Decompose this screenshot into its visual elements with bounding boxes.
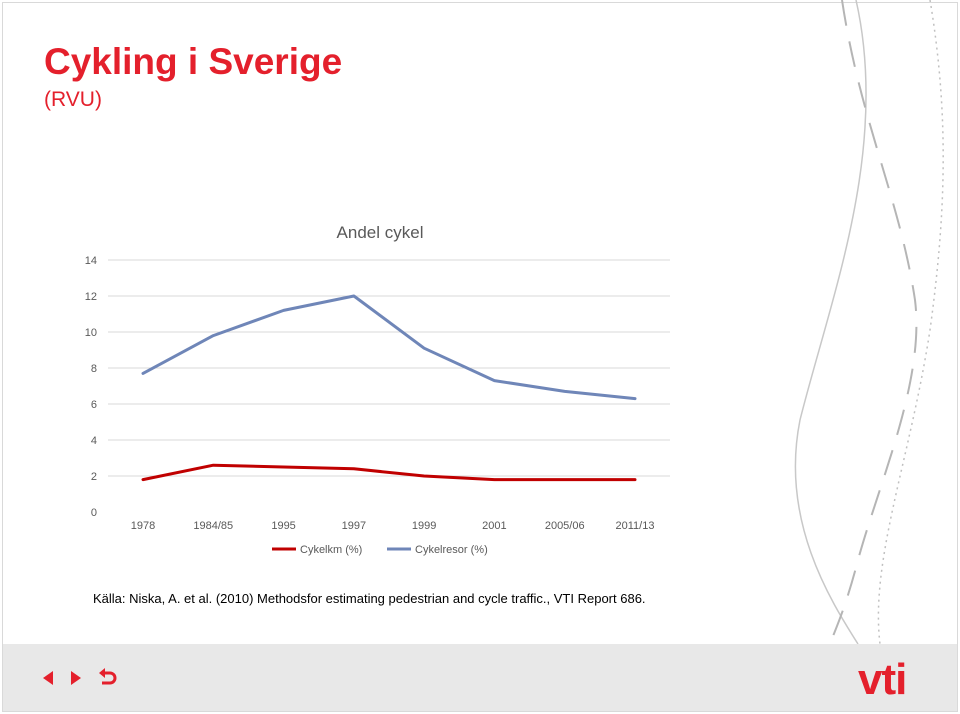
x-tick-label: 1999 — [412, 520, 436, 532]
return-arrow-icon — [99, 668, 117, 685]
curve-solid — [794, 0, 867, 645]
y-tick-label: 8 — [91, 363, 97, 375]
next-slide-button[interactable] — [64, 667, 86, 689]
y-tick-label: 6 — [91, 399, 97, 411]
source-citation: Källa: Niska, A. et al. (2010) Methodsfo… — [93, 591, 646, 606]
legend-label: Cykelresor (%) — [415, 544, 488, 556]
triangle-right-icon — [71, 671, 81, 685]
triangle-left-icon — [43, 671, 53, 685]
x-tick-label: 1997 — [342, 520, 366, 532]
y-tick-label: 12 — [85, 291, 97, 303]
footer-bar — [3, 644, 957, 711]
curve-dotted — [877, 0, 944, 645]
x-tick-label: 2001 — [482, 520, 506, 532]
y-tick-label: 0 — [91, 507, 97, 519]
legend-label: Cykelkm (%) — [300, 544, 362, 556]
x-tick-label: 1995 — [271, 520, 295, 532]
prev-slide-button[interactable] — [38, 667, 60, 689]
curve-dashed — [829, 0, 918, 645]
series-line — [141, 294, 637, 401]
x-tick-label: 2005/06 — [545, 520, 585, 532]
x-tick-label: 1984/85 — [193, 520, 233, 532]
slide-subtitle: (RVU) — [44, 88, 102, 111]
vti-logo: vti — [858, 655, 907, 704]
y-tick-label: 4 — [91, 435, 97, 447]
slide-title: Cykling i Sverige — [44, 41, 343, 82]
return-button[interactable] — [96, 667, 118, 689]
y-tick-label: 2 — [91, 471, 97, 483]
x-tick-label: 1978 — [131, 520, 155, 532]
y-tick-label: 10 — [85, 327, 97, 339]
y-tick-label: 14 — [85, 255, 97, 267]
series-line — [141, 463, 637, 482]
x-tick-label: 2011/13 — [616, 520, 655, 532]
chart-title: Andel cykel — [337, 223, 424, 242]
